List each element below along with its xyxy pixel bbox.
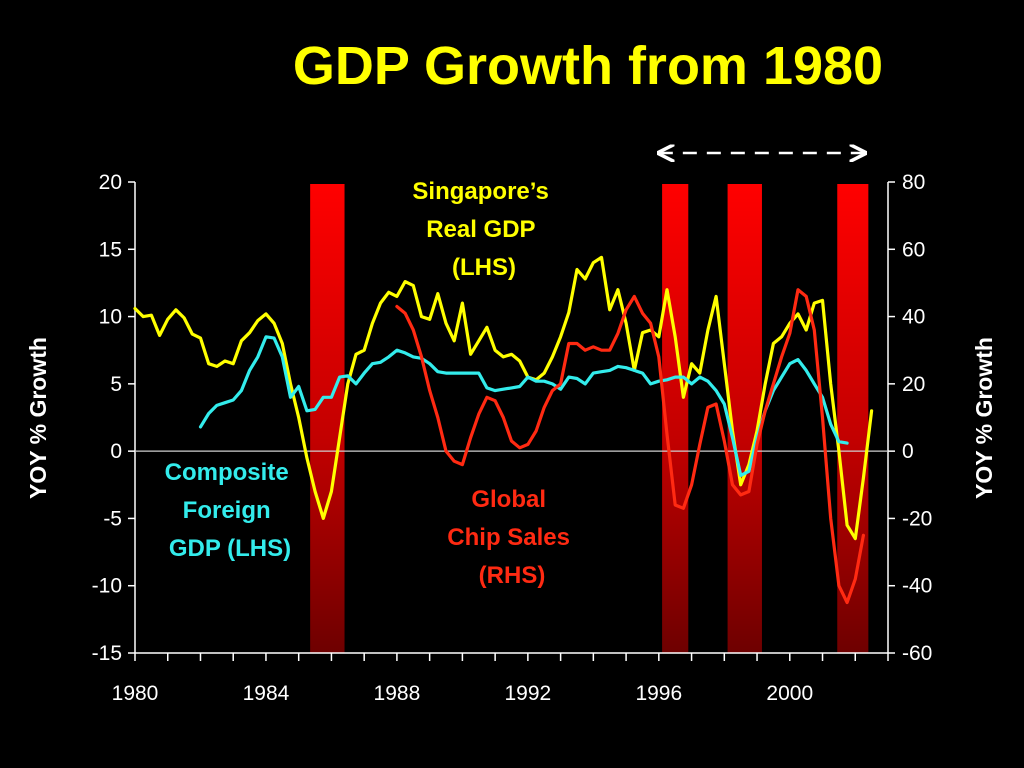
y-tick-label-left: -15 [92,642,122,665]
singapore-gdp-label: Singapore’s Real GDP (LHS) [412,178,555,281]
y-tick-label-right: -40 [902,575,932,598]
y-tick-label-left: 20 [99,171,122,194]
y-tick-label-right: 80 [902,171,925,194]
x-tick-label: 1988 [374,682,421,705]
y-tick-label-left: -10 [92,575,122,598]
x-tick-label: 1984 [243,682,290,705]
y-tick-label-left: 5 [110,373,122,396]
y-tick-label-left: 0 [110,440,122,463]
global-chip-sales-label-line: Chip Sales [447,524,570,551]
shaded-period-bar [310,184,345,653]
composite-foreign-gdp-lhs-line [198,335,849,477]
composite-foreign-gdp-label-line: Composite [165,459,289,486]
y-tick-label-right: 60 [902,238,925,261]
global-chip-sales-label: Global Chip Sales (RHS) [447,486,576,589]
y-tick-label-left: 15 [99,238,122,261]
y-tick-label-right: -60 [902,642,932,665]
series-lines [133,255,874,605]
axes: 20 15 10 5 0 -5 -10 -15 80 60 40 20 0 -20 -40 -60 1980 19… [92,171,933,705]
x-tick-label: 1980 [112,682,159,705]
y-axis-left-title: YOY % Growth [25,337,51,499]
global-chip-sales-label-line: Global [471,486,546,513]
composite-foreign-gdp-label-line: GDP (LHS) [169,535,291,562]
composite-foreign-gdp-label-line: Foreign [183,497,271,524]
y-axis-right-title: YOY % Growth [971,337,997,499]
composite-foreign-gdp-label: Composite Foreign GDP (LHS) [165,459,296,562]
shaded-period-bar [837,184,869,653]
y-tick-label-right: -20 [902,507,932,530]
chart-title: GDP Growth from 1980 [293,36,883,96]
shaded-periods [310,184,869,653]
y-tick-label-right: 40 [902,306,925,329]
global-chip-sales-rhs-line [395,288,865,605]
y-tick-label-left: -5 [103,507,122,530]
singapore-gdp-label-line: (LHS) [452,254,516,281]
y-tick-label-left: 10 [99,306,122,329]
singapore-gdp-label-line: Real GDP [426,216,535,243]
y-tick-label-right: 20 [902,373,925,396]
y-tick-label-right: 0 [902,440,914,463]
shaded-period-bar [727,184,762,653]
x-tick-label: 1996 [635,682,682,705]
global-chip-sales-label-line: (RHS) [479,562,546,589]
singapore-gdp-label-line: Singapore’s [412,178,548,205]
x-tick-label: 1992 [505,682,552,705]
x-tick-label: 2000 [766,682,813,705]
